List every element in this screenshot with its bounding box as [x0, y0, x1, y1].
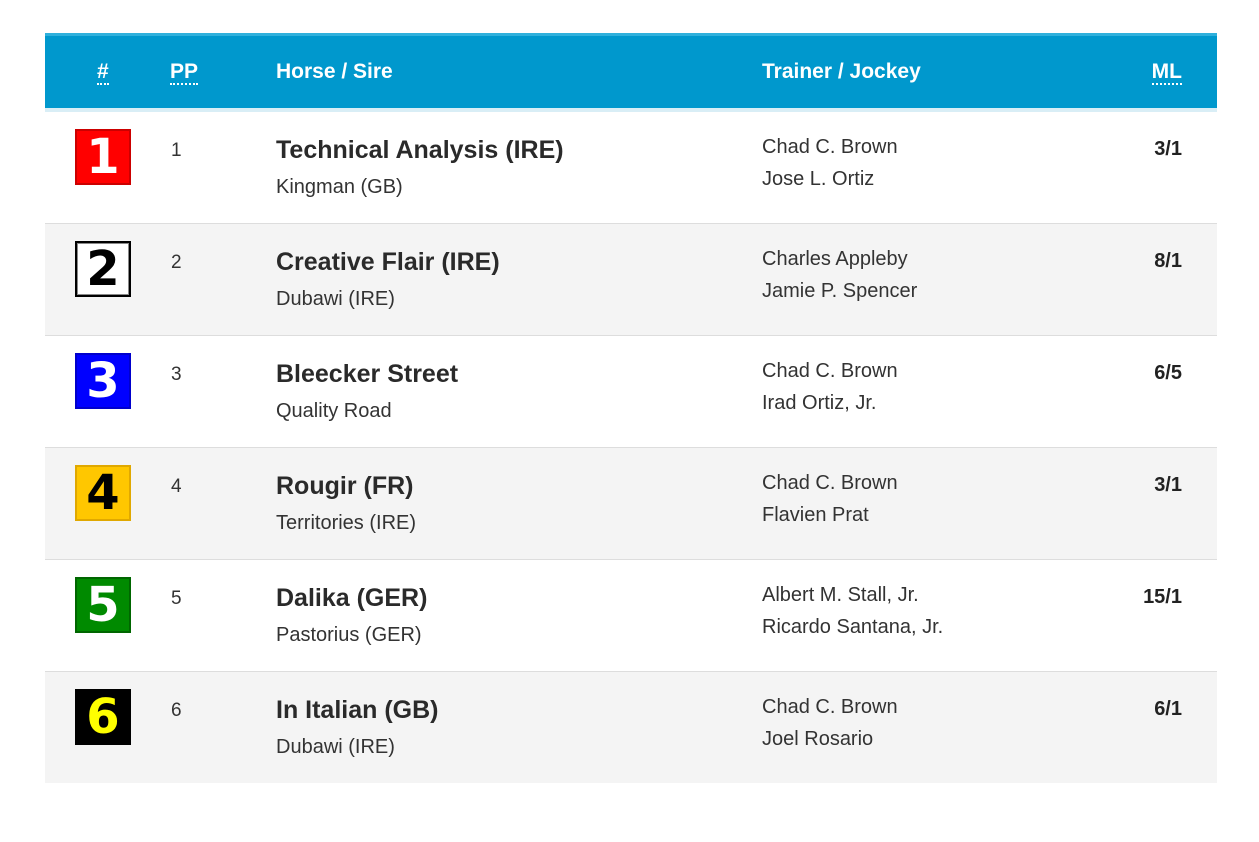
- horse-name: Rougir (FR): [276, 472, 414, 500]
- sire-name: Pastorius (GER): [276, 624, 422, 646]
- morning-line-odds: 3/1: [1154, 474, 1182, 496]
- morning-line-odds: 6/1: [1154, 698, 1182, 720]
- header-pp-label[interactable]: PP: [170, 60, 199, 85]
- header-horse-sire: Horse / Sire: [276, 60, 393, 83]
- horse-name: Dalika (GER): [276, 584, 428, 612]
- header-trainer-jockey: Trainer / Jockey: [762, 60, 921, 83]
- trainer-name: Chad C. Brown: [762, 472, 898, 494]
- horse-name: In Italian (GB): [276, 696, 439, 724]
- table-header: # PP Horse / Sire Trainer / Jockey ML: [45, 33, 1217, 108]
- morning-line-odds: 8/1: [1154, 250, 1182, 272]
- morning-line-odds: 15/1: [1143, 586, 1182, 608]
- saddle-cloth-icon: 3: [75, 353, 131, 409]
- saddle-cloth-icon: 6: [75, 689, 131, 745]
- trainer-name: Chad C. Brown: [762, 360, 898, 382]
- table-row: 6 6 In Italian (GB) Dubawi (IRE) Chad C. Bro…: [45, 672, 1217, 783]
- table-row: 1 1 Technical Analysis (IRE) Kingman (GB) Ch…: [45, 112, 1217, 224]
- header-program-number[interactable]: #: [97, 60, 109, 85]
- header-ml-label[interactable]: ML: [1151, 60, 1182, 85]
- morning-line-odds: 3/1: [1154, 138, 1182, 160]
- sire-name: Kingman (GB): [276, 176, 403, 198]
- post-position: 2: [171, 252, 182, 273]
- sire-name: Dubawi (IRE): [276, 736, 395, 758]
- trainer-name: Chad C. Brown: [762, 696, 898, 718]
- horse-name: Bleecker Street: [276, 360, 459, 388]
- header-num-label[interactable]: #: [97, 60, 109, 85]
- table-row: 4 4 Rougir (FR) Territories (IRE) Chad C. Br…: [45, 448, 1217, 560]
- header-morning-line[interactable]: ML: [1151, 60, 1182, 85]
- post-position: 4: [171, 476, 182, 497]
- table-body: 1 1 Technical Analysis (IRE) Kingman (GB) Ch…: [45, 112, 1217, 783]
- table-row: 5 5 Dalika (GER) Pastorius (GER) Albert M. S…: [45, 560, 1217, 672]
- trainer-name: Charles Appleby: [762, 248, 908, 270]
- header-post-position[interactable]: PP: [170, 60, 199, 85]
- post-position: 3: [171, 364, 182, 385]
- post-position: 5: [171, 588, 182, 609]
- sire-name: Territories (IRE): [276, 512, 417, 534]
- saddle-cloth-icon: 4: [75, 465, 131, 521]
- sire-name: Dubawi (IRE): [276, 288, 395, 310]
- trainer-name: Chad C. Brown: [762, 136, 898, 158]
- sire-name: Quality Road: [276, 400, 392, 422]
- post-position: 6: [171, 700, 182, 721]
- jockey-name: Joel Rosario: [762, 728, 874, 750]
- jockey-name: Irad Ortiz, Jr.: [762, 392, 877, 414]
- table-row: 2 2 Creative Flair (IRE) Dubawi (IRE) Charle…: [45, 224, 1217, 336]
- horse-name: Creative Flair (IRE): [276, 248, 500, 276]
- saddle-cloth-icon: 1: [75, 129, 131, 185]
- post-position: 1: [171, 140, 182, 161]
- horse-name: Technical Analysis (IRE): [276, 136, 564, 164]
- saddle-cloth-icon: 2: [75, 241, 131, 297]
- jockey-name: Jamie P. Spencer: [762, 280, 918, 302]
- trainer-name: Albert M. Stall, Jr.: [762, 584, 919, 606]
- header-divider: [45, 108, 1217, 112]
- morning-line-odds: 6/5: [1154, 362, 1182, 384]
- saddle-cloth-icon: 5: [75, 577, 131, 633]
- table-row: 3 3 Bleecker Street Quality Road Chad C. Bro…: [45, 336, 1217, 448]
- jockey-name: Flavien Prat: [762, 504, 869, 526]
- jockey-name: Jose L. Ortiz: [762, 168, 875, 190]
- jockey-name: Ricardo Santana, Jr.: [762, 616, 944, 638]
